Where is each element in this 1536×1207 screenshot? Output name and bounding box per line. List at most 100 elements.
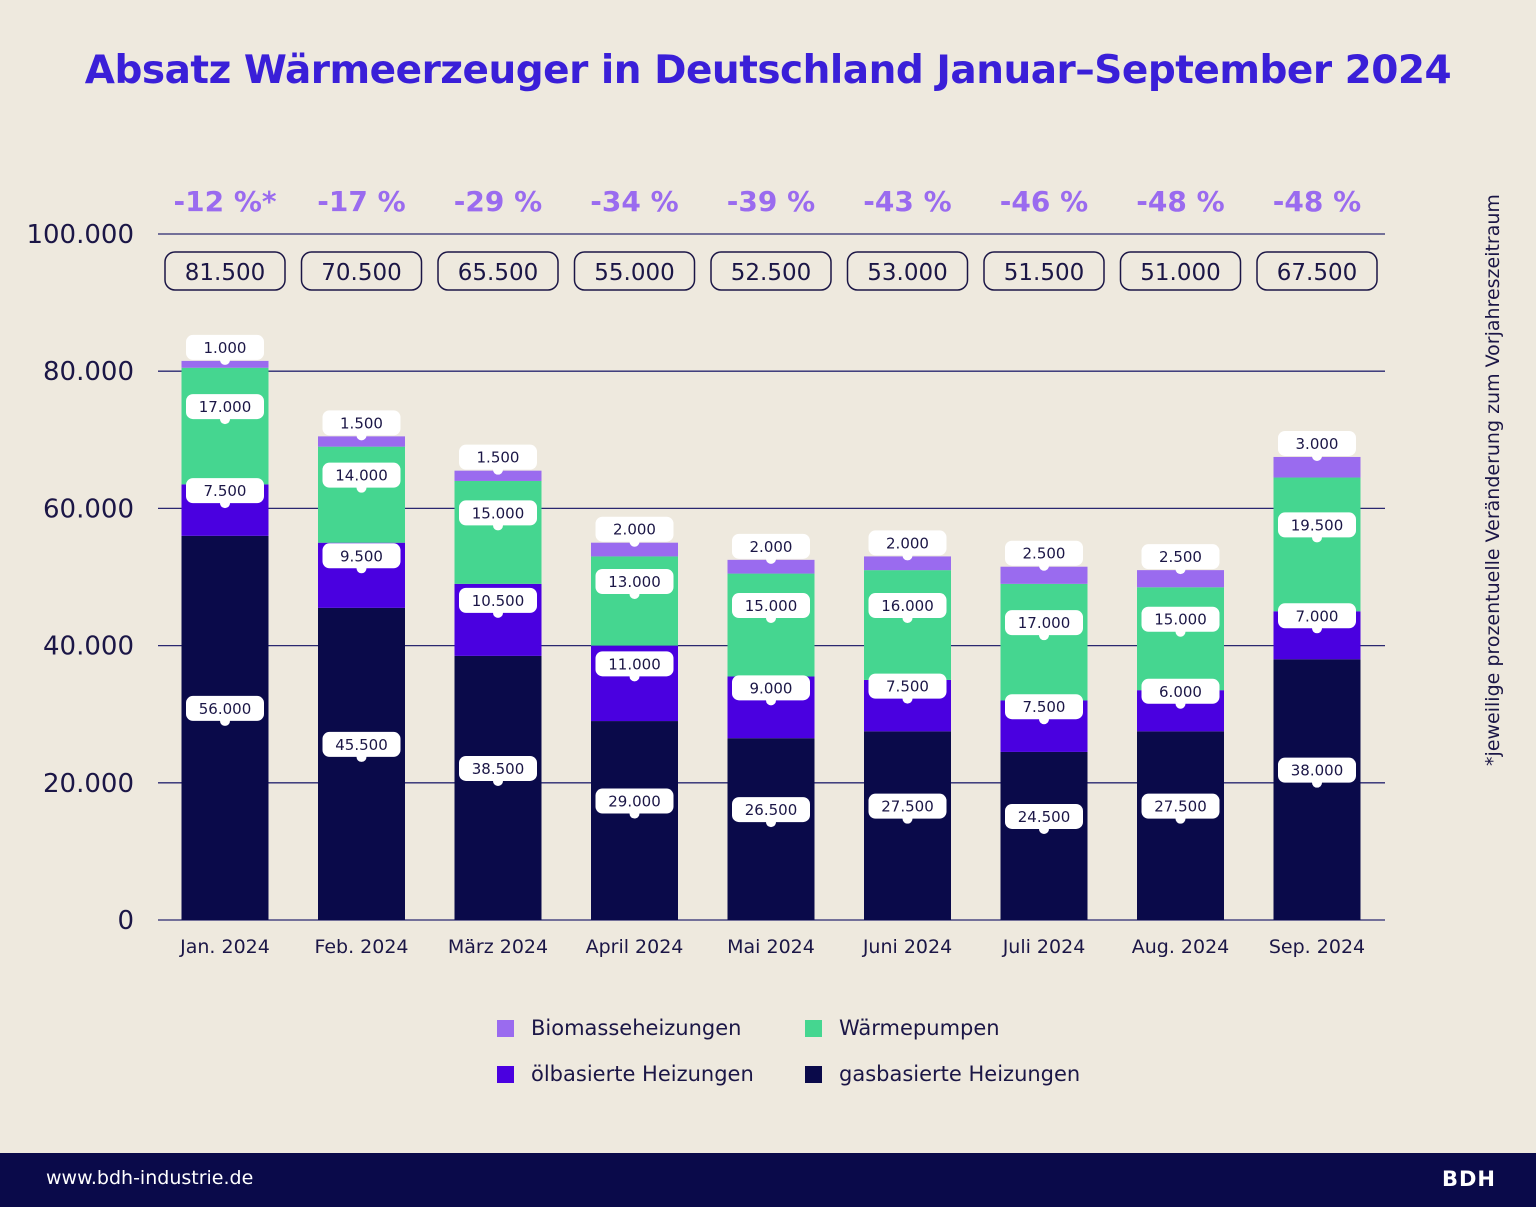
data-label-pointer [766,817,776,828]
y-tick-label: 20.000 [43,769,134,799]
legend-swatch [805,1019,822,1037]
x-tick-label: Aug. 2024 [1132,936,1230,958]
data-label-pointer [356,563,367,574]
data-label-pointer [902,813,913,824]
data-label: 9.500 [340,547,383,565]
y-tick-label: 80.000 [43,357,134,387]
data-label: 1.500 [477,449,520,467]
bar-segment [1000,583,1088,701]
data-label: 38.000 [1291,762,1344,780]
change-label: -46 % [1000,185,1088,218]
total-box [1256,251,1378,291]
bar-segment [864,731,951,920]
data-label: 7.000 [1296,607,1339,625]
bar-segment [727,738,815,920]
total-label: 67.500 [1277,260,1357,286]
data-label-bubble [322,543,401,569]
data-label: 2.000 [750,538,793,556]
data-label: 1.500 [340,414,383,432]
total-box [300,251,423,291]
data-label-bubble [1005,694,1083,720]
change-label: -39 % [727,185,815,218]
data-label-bubble [595,569,674,595]
data-label-pointer [629,536,640,547]
bar-segment [1273,456,1361,478]
bar-segment [454,480,542,584]
data-label-pointer [1175,564,1186,575]
data-label: 6.000 [1159,683,1202,701]
y-tick-label: 40.000 [43,632,134,662]
data-label: 26.500 [745,801,798,819]
x-tick-label: Sep. 2024 [1269,936,1365,958]
change-label: -12 %* [173,185,276,218]
x-tick-label: März 2024 [448,936,548,958]
data-label-pointer [902,693,913,704]
data-label: 27.500 [881,798,934,816]
data-label-bubble [1005,803,1083,829]
data-label-pointer [1312,450,1322,461]
data-label: 3.000 [1296,435,1339,453]
data-label: 14.000 [335,467,388,485]
y-tick-label: 0 [117,906,134,936]
data-label-bubble [1005,540,1083,566]
bar-segment [591,542,678,557]
data-label-bubble [1141,544,1220,570]
bar-segment [318,607,405,920]
data-label: 19.500 [1291,516,1344,534]
data-label-pointer [1175,626,1186,637]
data-label: 7.500 [1023,698,1066,716]
data-label-pointer [220,498,230,509]
x-tick-label: Juli 2024 [1002,936,1086,958]
data-label-bubble [322,731,401,757]
data-label-bubble [1141,793,1220,819]
data-label-bubble [868,793,947,819]
data-label-bubble [1141,606,1220,632]
stacked-bar-chart: 0 20.000 40.000 60.000 80.000 100.000 Jan. 202… [26,185,1385,958]
total-label: 51.000 [1140,260,1220,286]
data-label: 38.500 [472,760,525,778]
legend-label: gasbasierte Heizungen [839,1062,1081,1086]
data-label-bubble [186,394,264,420]
data-label-pointer [902,550,913,561]
legend-item-waermepumpen: Wärmepumpen [805,1016,1000,1040]
data-label-bubble [459,444,537,470]
data-label-bubble [595,788,674,814]
data-label: 45.500 [335,736,388,754]
bar-segment [1000,566,1088,584]
data-label: 56.000 [199,700,252,718]
data-label-pointer [1039,823,1049,834]
data-label-pointer [1175,698,1186,709]
data-label-pointer [766,553,776,564]
bar-segment [591,721,678,920]
bar-segment [454,655,542,920]
footnote: *jeweilige prozentuelle Veränderung zum … [1482,194,1504,766]
data-label-bubble [868,673,947,699]
bar-segment [181,367,269,485]
legend-swatch [805,1065,822,1083]
data-label-bubble [1278,757,1356,783]
data-label: 2.000 [886,534,929,552]
legend-label: Biomasseheizungen [531,1016,742,1040]
data-label-pointer [629,808,640,819]
bar-segment [318,446,405,543]
website-link[interactable]: www.bdh-industrie.de [46,1167,254,1189]
data-label-pointer [220,354,230,365]
data-label: 13.000 [608,573,661,591]
data-label-pointer [629,589,640,600]
data-label-pointer [356,482,367,493]
legend-item-biomasse: Biomasseheizungen [497,1016,741,1040]
bar-segment [864,570,951,680]
data-label-pointer [902,613,913,624]
data-label-bubble [732,533,810,559]
data-label-pointer [493,520,503,531]
data-label: 11.000 [608,655,661,673]
data-label-bubble [459,500,537,526]
data-label-pointer [493,607,503,618]
bar-segment [318,436,405,447]
x-tick-label: April 2024 [586,936,684,958]
data-label-pointer [1039,630,1049,641]
total-box [164,251,286,291]
data-label-pointer [220,715,230,726]
change-label: -17 % [317,185,405,218]
data-label-pointer [220,414,230,425]
